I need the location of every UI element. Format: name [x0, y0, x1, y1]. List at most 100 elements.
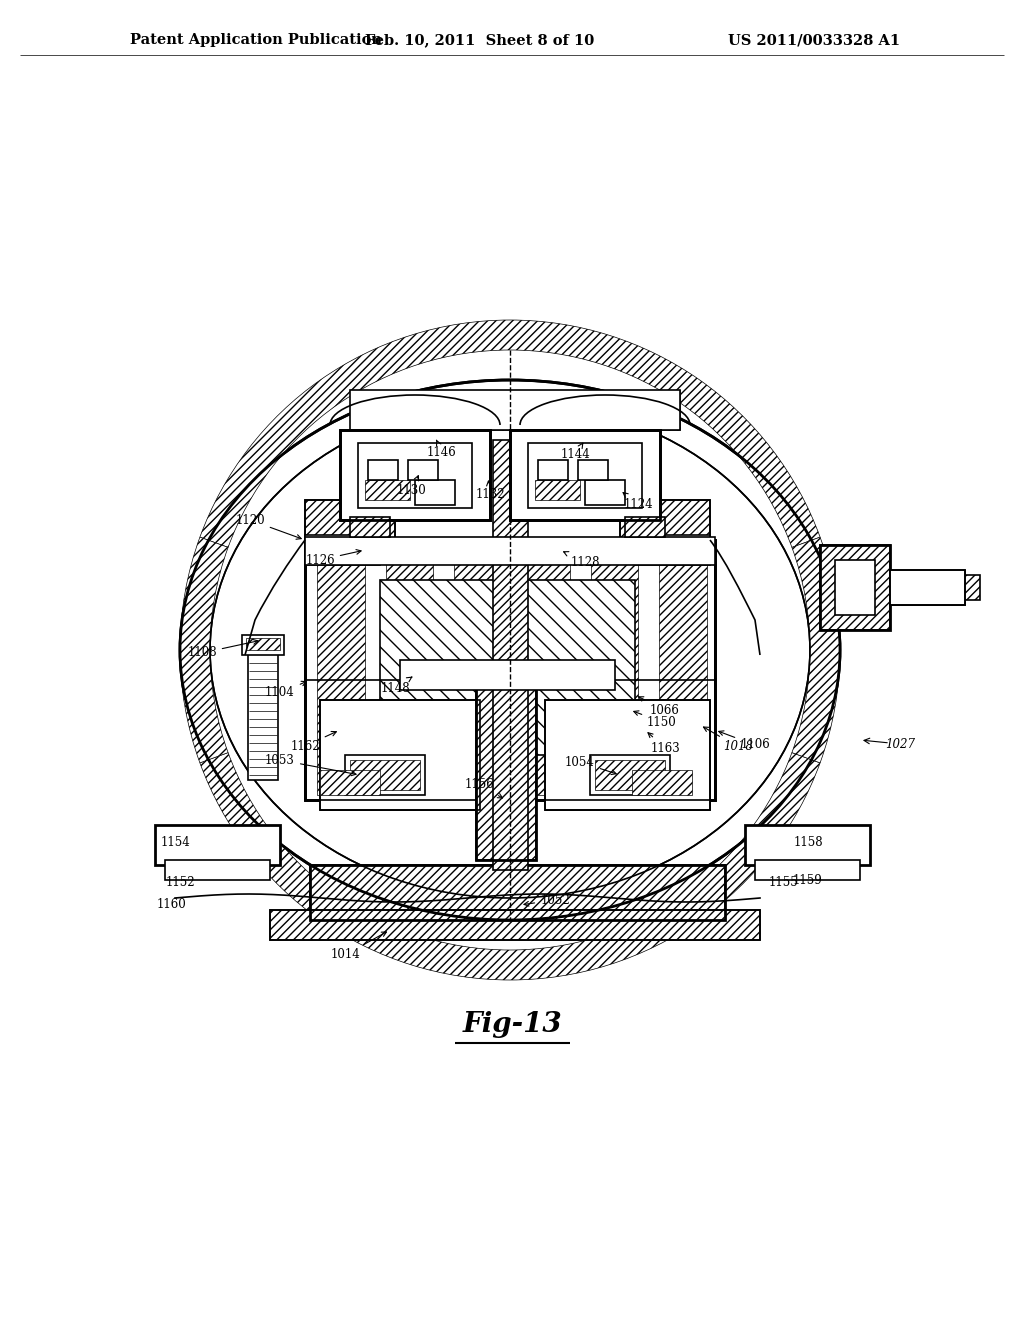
Text: 1104: 1104: [265, 681, 306, 700]
Text: 1052: 1052: [524, 894, 570, 907]
Bar: [476, 685, 536, 861]
Bar: [350, 389, 680, 430]
Bar: [545, 700, 710, 810]
Text: 1132: 1132: [475, 480, 505, 502]
Text: 1163: 1163: [648, 733, 680, 755]
Bar: [620, 500, 710, 540]
Text: 1162: 1162: [290, 731, 336, 752]
Text: 1126: 1126: [305, 549, 361, 566]
Bar: [522, 545, 570, 795]
Text: 1053: 1053: [265, 754, 356, 776]
Text: 1146: 1146: [427, 440, 457, 458]
Text: 1152: 1152: [165, 875, 195, 888]
Bar: [535, 480, 580, 500]
Bar: [961, 576, 980, 601]
Wedge shape: [200, 752, 820, 979]
Bar: [890, 570, 965, 605]
Text: 1027: 1027: [885, 738, 915, 751]
Bar: [625, 517, 665, 537]
Bar: [632, 770, 692, 795]
Bar: [835, 560, 874, 615]
Text: 1018: 1018: [703, 727, 753, 754]
Text: 1156: 1156: [465, 779, 503, 799]
Bar: [538, 459, 568, 480]
Bar: [340, 430, 490, 520]
Text: 1014: 1014: [330, 932, 386, 961]
Text: US 2011/0033328 A1: US 2011/0033328 A1: [728, 33, 900, 48]
Bar: [270, 909, 760, 940]
Bar: [510, 430, 660, 520]
Bar: [386, 545, 433, 795]
Bar: [242, 635, 284, 655]
Bar: [310, 865, 725, 920]
Bar: [820, 545, 890, 630]
Bar: [340, 430, 490, 520]
Bar: [635, 535, 710, 565]
Text: 1158: 1158: [794, 836, 823, 849]
Text: 1054: 1054: [565, 755, 616, 775]
Wedge shape: [180, 537, 228, 763]
Text: 1150: 1150: [634, 711, 677, 729]
Bar: [248, 649, 278, 780]
Bar: [358, 444, 472, 508]
Bar: [510, 430, 660, 520]
Text: Feb. 10, 2011  Sheet 8 of 10: Feb. 10, 2011 Sheet 8 of 10: [366, 33, 595, 48]
Bar: [415, 480, 455, 506]
Bar: [319, 700, 480, 810]
Ellipse shape: [180, 380, 840, 920]
Bar: [590, 755, 670, 795]
Text: 1144: 1144: [560, 444, 590, 462]
Bar: [305, 540, 715, 800]
Bar: [350, 517, 390, 537]
Bar: [585, 480, 625, 506]
Bar: [319, 700, 480, 810]
Bar: [755, 861, 860, 880]
Bar: [408, 459, 438, 480]
Text: 1148: 1148: [380, 677, 412, 694]
Bar: [890, 570, 965, 605]
Bar: [270, 909, 760, 940]
Ellipse shape: [210, 403, 810, 898]
Bar: [246, 638, 280, 649]
Text: 1128: 1128: [563, 552, 600, 569]
Wedge shape: [792, 537, 840, 763]
Text: 1154: 1154: [160, 836, 189, 849]
Bar: [578, 459, 608, 480]
Bar: [317, 545, 366, 795]
Bar: [350, 389, 680, 430]
Text: Patent Application Publication: Patent Application Publication: [130, 33, 382, 48]
Bar: [340, 430, 490, 520]
Text: 1106: 1106: [719, 731, 770, 751]
Text: 1120: 1120: [236, 513, 301, 540]
Bar: [595, 760, 665, 789]
Bar: [528, 444, 642, 508]
Bar: [620, 500, 710, 540]
Text: Fig-13: Fig-13: [462, 1011, 562, 1039]
Text: 1066: 1066: [639, 697, 680, 717]
Bar: [319, 700, 480, 810]
Bar: [545, 700, 710, 810]
Bar: [305, 535, 380, 565]
Bar: [165, 861, 270, 880]
Bar: [305, 500, 395, 540]
Bar: [305, 500, 395, 540]
Text: 1155: 1155: [769, 875, 799, 888]
Bar: [365, 480, 410, 500]
Bar: [493, 440, 527, 870]
Bar: [345, 755, 425, 795]
Bar: [305, 537, 715, 565]
Bar: [400, 660, 615, 690]
Bar: [658, 545, 707, 795]
Text: 1159: 1159: [794, 874, 823, 887]
Text: 1160: 1160: [157, 899, 186, 912]
Bar: [591, 545, 638, 795]
Text: 1124: 1124: [623, 492, 653, 511]
Bar: [310, 865, 725, 920]
Bar: [368, 459, 398, 480]
Bar: [510, 430, 660, 520]
Bar: [380, 579, 635, 755]
Bar: [350, 760, 420, 789]
Bar: [454, 545, 502, 795]
Text: 1130: 1130: [397, 475, 427, 496]
Bar: [476, 685, 536, 861]
